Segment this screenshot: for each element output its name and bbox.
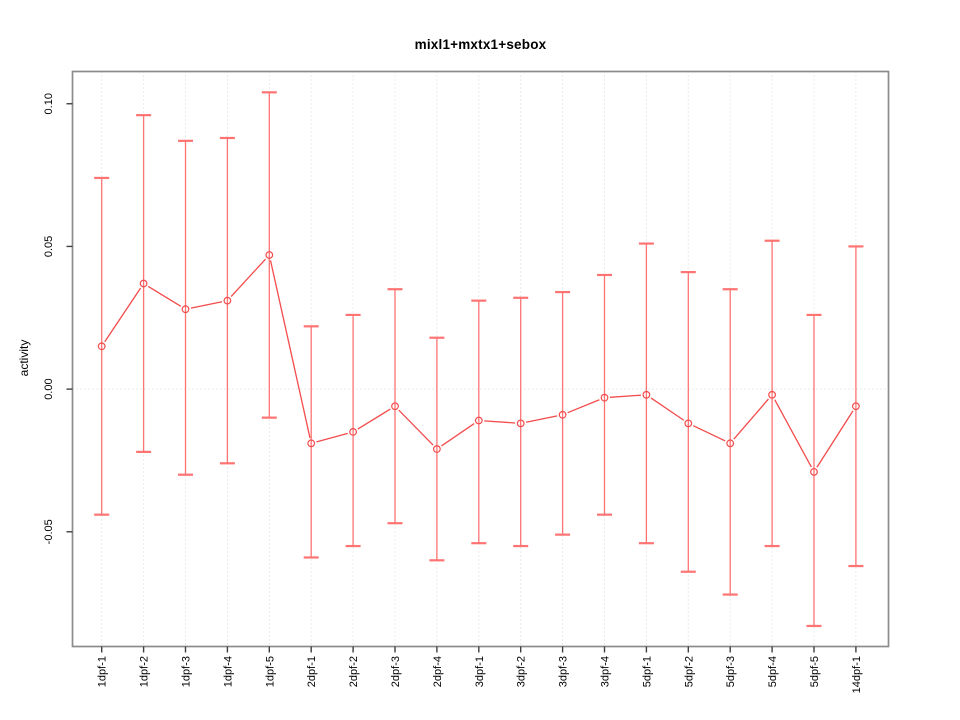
x-tick-label: 1dpf-5: [264, 656, 276, 687]
x-tick-label: 2dpf-2: [348, 656, 360, 687]
y-tick-label: 0.00: [43, 378, 55, 399]
series-line-segment: [816, 410, 854, 468]
data-point-marker: [810, 467, 818, 476]
data-point-marker: [474, 416, 483, 425]
data-point-marker: [97, 342, 106, 351]
x-tick-label: 1dpf-1: [97, 656, 109, 687]
data-point-marker: [642, 390, 651, 399]
series-line-segment: [316, 432, 348, 443]
x-tick-label: 5dpf-5: [809, 656, 821, 687]
data-point-marker: [391, 402, 399, 411]
x-tick-label: 2dpf-3: [390, 656, 402, 687]
series-line-segment: [104, 287, 142, 343]
series-line-segment: [484, 420, 516, 424]
data-point-marker: [349, 428, 358, 436]
x-tick-label: 14dpf-1: [851, 656, 863, 693]
series-line-segment: [774, 399, 812, 468]
data-point-marker: [139, 279, 148, 288]
x-tick-label: 5dpf-2: [683, 656, 695, 687]
x-tick-label: 1dpf-2: [139, 656, 151, 687]
data-point-marker: [600, 393, 609, 402]
series-line-segment: [441, 423, 475, 447]
series-line-segment: [398, 409, 434, 446]
series-line-segment: [650, 397, 685, 421]
x-tick-label: 5dpf-4: [767, 656, 779, 687]
data-point-marker: [516, 419, 525, 428]
x-tick-label: 5dpf-1: [641, 656, 653, 687]
x-tick-label: 1dpf-4: [222, 656, 234, 687]
x-tick-label: 1dpf-3: [181, 656, 193, 687]
x-tick-label: 3dpf-1: [474, 656, 486, 687]
x-tick-label: 3dpf-2: [516, 656, 528, 687]
series-line-segment: [190, 301, 223, 309]
series-line-segment: [525, 415, 558, 423]
data-point-marker: [181, 305, 190, 314]
x-tick-label: 3dpf-3: [558, 656, 570, 687]
data-point-marker: [265, 251, 274, 259]
plot-box-border: [71, 70, 890, 648]
series-line-segment: [692, 425, 726, 442]
series-line-segment: [733, 398, 769, 440]
data-point-marker: [768, 390, 776, 399]
series-line-segment: [230, 258, 267, 298]
data-point-marker: [684, 419, 693, 428]
data-point-marker: [558, 410, 567, 419]
series-line-segment: [147, 285, 182, 307]
x-tick-label: 5dpf-3: [725, 656, 737, 687]
x-tick-label: 2dpf-1: [306, 656, 318, 687]
series-line-segment: [269, 260, 311, 439]
data-point-marker: [223, 296, 232, 305]
x-tick-label: 3dpf-4: [600, 656, 612, 687]
series-line-segment: [357, 408, 391, 430]
y-tick-label: -0.05: [43, 519, 55, 544]
chart-title: mixl1+mxtx1+sebox: [414, 37, 547, 52]
x-tick-label: 2dpf-4: [432, 656, 444, 687]
data-point-marker: [726, 439, 735, 448]
series-line-segment: [567, 399, 600, 414]
y-tick-label: 0.05: [43, 236, 55, 257]
y-tick-label: 0.10: [43, 93, 55, 114]
data-point-marker: [307, 439, 316, 448]
series-line-segment: [609, 394, 641, 398]
data-point-marker: [433, 445, 441, 453]
data-point-marker: [852, 402, 860, 411]
